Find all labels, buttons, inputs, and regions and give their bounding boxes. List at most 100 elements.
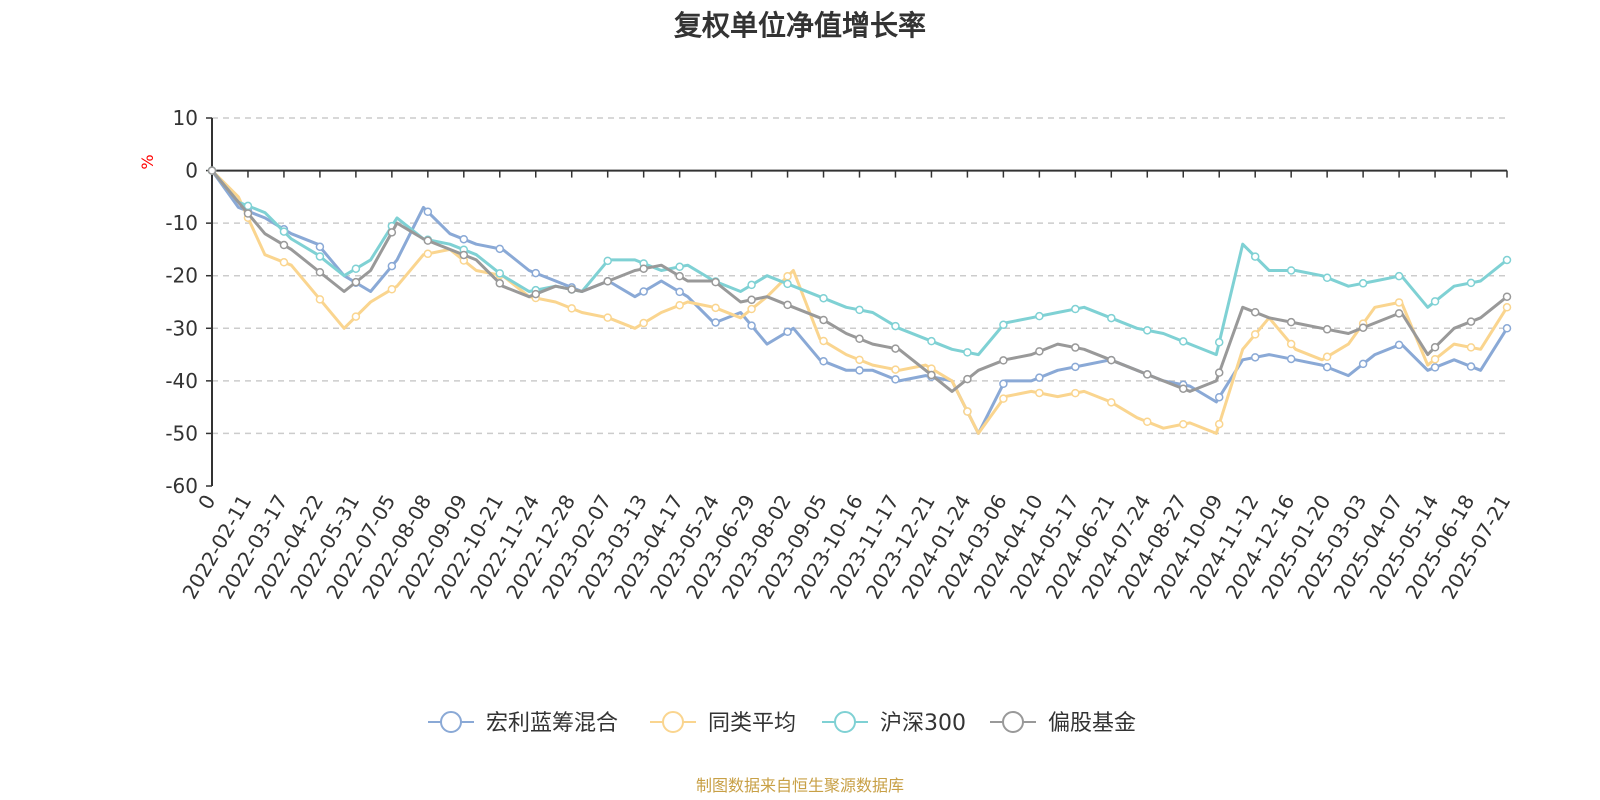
series-marker	[1358, 323, 1368, 332]
series-marker	[747, 280, 756, 290]
series-marker	[351, 312, 361, 321]
series-marker	[783, 279, 792, 289]
series-marker	[927, 370, 936, 380]
series-marker	[351, 264, 361, 273]
series-3	[207, 166, 1512, 393]
series-marker	[495, 279, 505, 288]
series-marker	[531, 268, 540, 278]
grid-layer	[212, 117, 1507, 487]
legend-marker	[1002, 711, 1024, 733]
series-marker	[711, 303, 720, 313]
y-axis-label: %	[138, 154, 157, 169]
series-marker	[1430, 343, 1440, 352]
series-marker	[1179, 419, 1188, 429]
series-marker	[387, 285, 397, 294]
series-marker	[351, 277, 361, 287]
series-marker	[1502, 324, 1512, 333]
series-marker	[1394, 298, 1404, 307]
y-tick-label: 10	[173, 106, 198, 130]
series-marker	[603, 256, 612, 266]
series-marker	[819, 336, 828, 346]
series-marker	[747, 295, 756, 305]
series-marker	[1502, 255, 1512, 265]
series-marker	[639, 264, 648, 273]
series-marker	[711, 318, 720, 327]
series-marker	[1107, 355, 1116, 365]
series-0	[207, 166, 1512, 435]
legend-item: 同类平均	[650, 711, 796, 736]
series-marker	[1322, 325, 1332, 334]
series-marker	[1071, 388, 1080, 398]
series-marker	[819, 293, 828, 303]
series-marker	[1143, 370, 1152, 379]
legend-label: 偏股基金	[1048, 711, 1136, 736]
legend-item: 沪深300	[822, 711, 966, 736]
series-marker	[1322, 273, 1332, 283]
series-marker	[711, 277, 720, 287]
series-marker	[747, 321, 756, 330]
series-marker	[1214, 338, 1224, 347]
series-marker	[1107, 313, 1116, 323]
chart-title: 复权单位净值增长率	[673, 9, 926, 42]
legend-label: 宏利蓝筹混合	[486, 711, 618, 736]
y-tick-label: -10	[165, 211, 198, 235]
series-marker	[783, 327, 792, 337]
y-tick-label: 0	[185, 159, 198, 183]
series-marker	[423, 236, 433, 245]
series-1	[207, 166, 1512, 435]
series-marker	[1466, 343, 1476, 352]
series-marker	[495, 269, 505, 278]
series-marker	[1322, 362, 1332, 372]
legend-marker	[440, 711, 462, 733]
legend-item: 偏股基金	[990, 711, 1136, 736]
series-marker	[459, 234, 469, 244]
series-marker	[999, 356, 1008, 365]
series-marker	[1466, 317, 1476, 326]
series-marker	[1286, 354, 1296, 364]
series-marker	[1466, 278, 1476, 288]
series-marker	[1250, 252, 1260, 261]
series-marker	[1394, 309, 1404, 318]
series-marker	[1214, 419, 1224, 429]
series-marker	[387, 228, 397, 237]
series-marker	[279, 258, 289, 267]
series-marker	[819, 357, 828, 366]
series-marker	[927, 336, 936, 346]
series-marker	[891, 365, 900, 374]
series-marker	[495, 244, 505, 254]
series-marker	[1035, 347, 1044, 356]
series-marker	[819, 315, 828, 325]
series-marker	[1035, 388, 1044, 398]
series-marker	[567, 304, 576, 313]
series-marker	[1214, 368, 1224, 377]
series-marker	[783, 272, 792, 281]
series-marker	[963, 374, 972, 384]
series-marker	[963, 407, 972, 416]
series-marker	[243, 209, 253, 218]
legend-item: 宏利蓝筹混合	[428, 711, 618, 736]
series-marker	[207, 166, 217, 175]
legend-label: 同类平均	[708, 711, 796, 736]
series-marker	[639, 318, 648, 328]
legend-marker	[662, 711, 684, 733]
series-marker	[999, 394, 1008, 403]
series-marker	[1143, 417, 1152, 426]
series-marker	[1035, 311, 1044, 321]
source-note: 制图数据来自恒生聚源数据库	[695, 776, 904, 795]
series-marker	[1394, 271, 1404, 281]
y-tick-label: -40	[165, 369, 198, 393]
series-marker	[1179, 337, 1188, 346]
series-marker	[603, 313, 612, 322]
y-tick-label: -50	[165, 421, 198, 445]
legend-label: 沪深300	[880, 711, 966, 736]
series-marker	[1143, 326, 1152, 335]
series-marker	[1430, 363, 1440, 372]
series-marker	[459, 250, 469, 260]
series-marker	[747, 304, 756, 314]
series-line	[210, 169, 1509, 435]
series-marker	[855, 334, 864, 344]
series-marker	[1071, 362, 1080, 372]
x-tick-label: 0	[193, 491, 220, 514]
series-marker	[423, 207, 433, 217]
series-marker	[1035, 373, 1044, 382]
